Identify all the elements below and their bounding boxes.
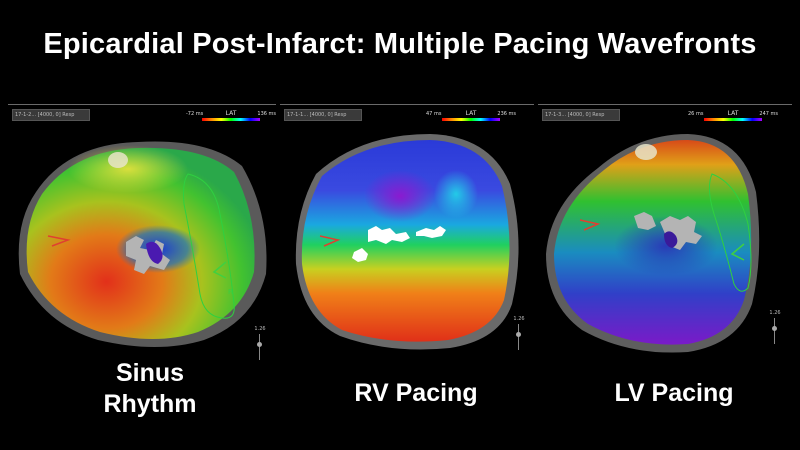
map-panel-sinus-rhythm[interactable]: 17-1-2... [4000, 0] Resp -72 ms LAT 136 … [8,104,276,362]
caption-line: LV Pacing [614,379,734,407]
lat-gradient-bar [704,118,762,121]
map-panel-lv-pacing[interactable]: 17-1-3... [4000, 0] Resp 26 ms LAT 247 m… [538,104,792,362]
map-select-dropdown[interactable]: 17-1-3... [4000, 0] Resp [542,109,620,121]
lat-min-value: 26 ms [688,111,704,117]
activation-map-image [546,134,760,353]
zoom-scale[interactable]: 1.26 [512,316,526,352]
activation-map-image: R [18,141,267,347]
lat-min-value: -72 ms [186,111,204,117]
caption-line: Rhythm [103,390,197,418]
caption-line: Sinus [115,359,185,387]
lat-gradient-bar [202,118,260,121]
caption-rv-pacing: RV Pacing [336,378,496,409]
zoom-scale-track [518,324,519,350]
panel-toolbar [280,104,534,111]
lat-gradient-bar [442,118,500,121]
activation-map-image [295,134,519,350]
lat-min-value: 47 ms [426,111,442,117]
lat-color-scale: 47 ms LAT 236 ms [426,110,516,126]
map-select-dropdown[interactable]: 17-1-2... [4000, 0] Resp [12,109,90,121]
zoom-scale-value: 1.26 [254,326,266,332]
lat-max-value: 247 ms [759,111,778,117]
map-panel-rv-pacing[interactable]: 17-1-1... [4000, 0] Resp 47 ms LAT 236 m… [280,104,534,362]
zoom-scale[interactable]: 1.26 [253,326,267,362]
overlay-label: R [228,288,233,296]
zoom-scale-value: 1.26 [513,316,525,322]
lat-color-scale: 26 ms LAT 247 ms [688,110,778,126]
zoom-scale-handle[interactable] [516,332,521,337]
zoom-scale-value: 1.26 [769,310,781,316]
lat-max-value: 236 ms [497,111,516,117]
panel-toolbar [8,104,276,111]
panel-toolbar [538,104,792,111]
caption-line: RV Pacing [354,379,478,407]
zoom-scale-track [774,318,775,344]
lat-label: LAT [465,110,477,117]
zoom-scale-handle[interactable] [772,326,777,331]
caption-sinus-rhythm: Sinus Rhythm [70,358,230,420]
caption-lv-pacing: LV Pacing [594,378,754,409]
zoom-scale[interactable]: 1.26 [768,310,782,346]
slide-title: Epicardial Post-Infarct: Multiple Pacing… [43,28,757,60]
lat-label: LAT [727,110,739,117]
zoom-scale-track [259,334,260,360]
lat-label: LAT [225,110,237,117]
map-select-dropdown[interactable]: 17-1-1... [4000, 0] Resp [284,109,362,121]
lat-max-value: 136 ms [257,111,276,117]
lat-color-scale: -72 ms LAT 136 ms [186,110,276,126]
zoom-scale-handle[interactable] [257,342,262,347]
